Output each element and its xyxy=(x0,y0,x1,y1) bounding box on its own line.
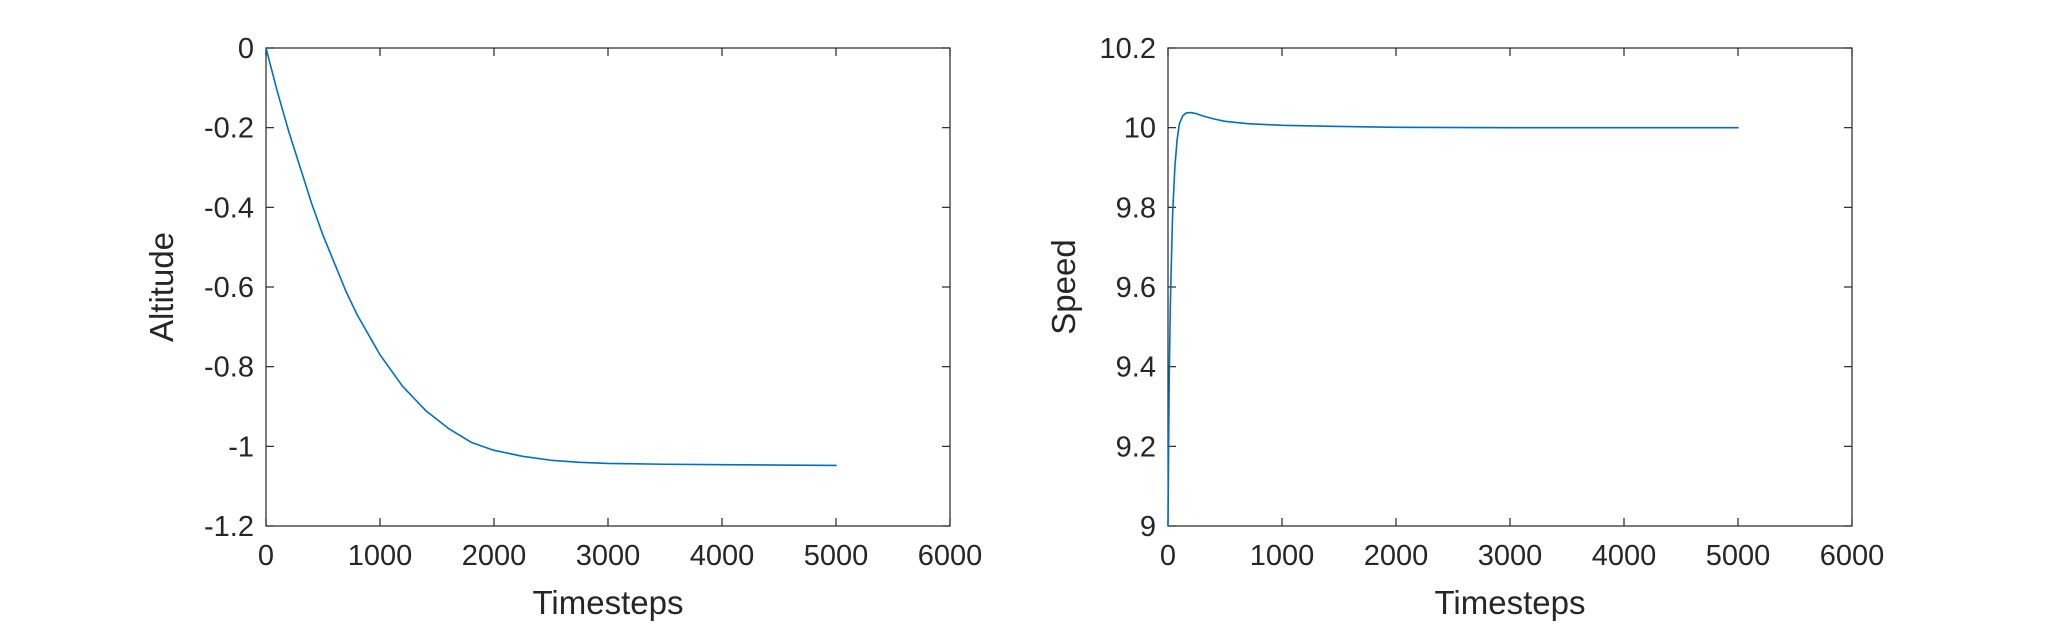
speed-y-tick-label: 9.8 xyxy=(1116,192,1156,224)
altitude-x-axis-label: Timesteps xyxy=(533,584,684,621)
speed-y-tick-label: 10.2 xyxy=(1100,33,1156,65)
speed-y-tick-label: 9.2 xyxy=(1116,431,1156,463)
speed-series-line xyxy=(1167,111,1739,527)
speed-x-tick-label: 2000 xyxy=(1364,540,1429,572)
speed-x-axis-label: Timesteps xyxy=(1435,584,1586,621)
speed-x-tick-label: 0 xyxy=(1160,540,1176,572)
altitude-x-tick-label: 1000 xyxy=(348,540,413,572)
altitude-x-tick-label: 0 xyxy=(258,540,274,572)
altitude-x-tick-label: 5000 xyxy=(804,540,869,572)
altitude-axes: 0 1000 2000 3000 4000 5000 6000 0 -0.2 -0.4 -0.6 -0… xyxy=(143,33,982,621)
altitude-x-tick-label: 2000 xyxy=(462,540,527,572)
speed-y-tick-label: 10 xyxy=(1124,113,1156,145)
speed-x-tick-label: 1000 xyxy=(1250,540,1315,572)
altitude-x-tick-label: 6000 xyxy=(918,540,983,572)
altitude-y-tick-label: 0 xyxy=(238,33,254,65)
altitude-y-tick-label: -0.2 xyxy=(204,113,254,145)
speed-y-tick-label: 9 xyxy=(1140,511,1156,543)
speed-axes: 0 1000 2000 3000 4000 5000 6000 10.2 10 9.8 9.6 9.4… xyxy=(1045,33,1884,621)
speed-x-tick-label: 4000 xyxy=(1592,540,1657,572)
speed-x-tick-label: 5000 xyxy=(1706,540,1771,572)
speed-y-tick-label: 9.6 xyxy=(1116,272,1156,304)
speed-y-axis-label: Speed xyxy=(1045,239,1082,334)
speed-x-tick-label: 3000 xyxy=(1478,540,1543,572)
altitude-y-axis-label: Altitude xyxy=(143,232,180,342)
speed-y-tick-label: 9.4 xyxy=(1116,352,1156,384)
altitude-y-tick-label: -0.6 xyxy=(204,272,254,304)
altitude-y-tick-label: -1.2 xyxy=(204,511,254,543)
speed-x-tick-label: 6000 xyxy=(1820,540,1885,572)
altitude-y-tick-label: -0.8 xyxy=(204,352,254,384)
altitude-x-tick-label: 3000 xyxy=(576,540,641,572)
altitude-y-tick-label: -1 xyxy=(228,431,254,463)
altitude-y-tick-label: -0.4 xyxy=(204,192,254,224)
altitude-series-line xyxy=(265,47,837,467)
altitude-x-tick-label: 4000 xyxy=(690,540,755,572)
